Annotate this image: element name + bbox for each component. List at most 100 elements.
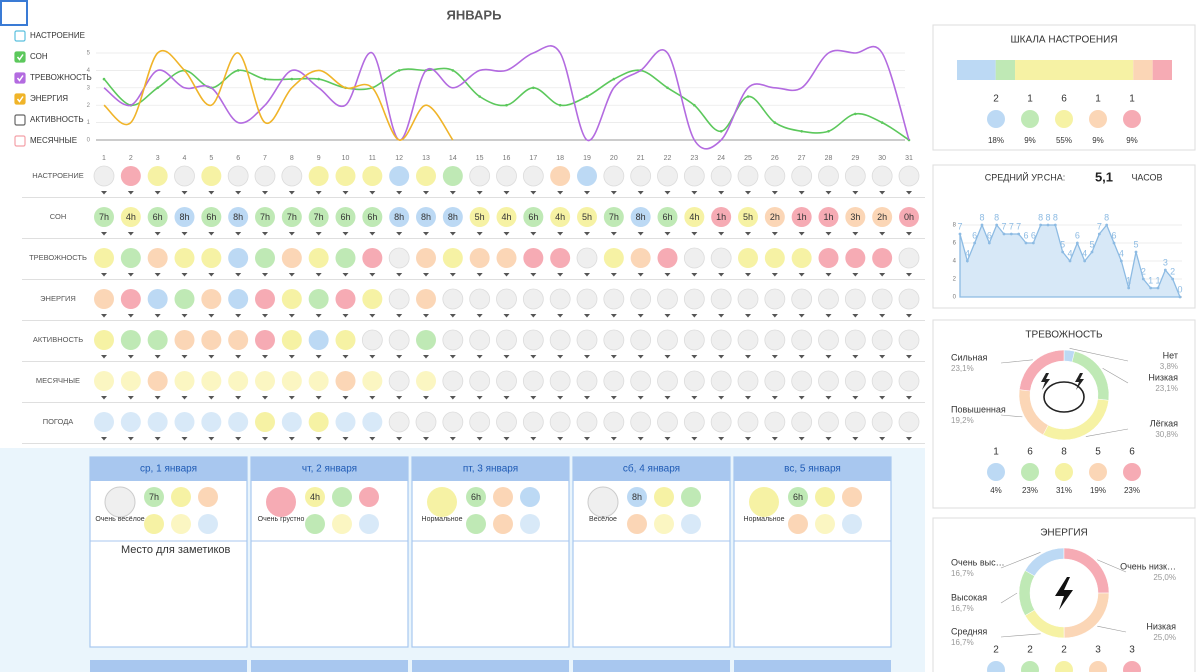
dropdown-arrow[interactable] bbox=[342, 355, 349, 359]
dropdown-arrow[interactable] bbox=[423, 355, 429, 359]
dropdown-arrow[interactable] bbox=[825, 232, 832, 236]
dropdown-arrow[interactable] bbox=[584, 273, 590, 277]
day-cell[interactable] bbox=[120, 166, 141, 186]
dropdown-arrow[interactable] bbox=[637, 355, 644, 359]
day-cell[interactable] bbox=[174, 165, 195, 187]
day-cell[interactable] bbox=[549, 411, 571, 433]
dropdown-arrow[interactable] bbox=[235, 273, 242, 277]
legend-checkbox[interactable] bbox=[14, 135, 26, 147]
dropdown-arrow[interactable] bbox=[664, 437, 671, 441]
dropdown-arrow[interactable] bbox=[127, 314, 134, 318]
dropdown-arrow[interactable] bbox=[610, 232, 617, 236]
dropdown-arrow[interactable] bbox=[288, 355, 295, 359]
dropdown-arrow[interactable] bbox=[396, 396, 403, 400]
dropdown-arrow[interactable] bbox=[342, 232, 349, 236]
dropdown-arrow[interactable] bbox=[101, 437, 107, 441]
day-cell[interactable] bbox=[818, 248, 839, 268]
day-cell[interactable] bbox=[844, 411, 866, 433]
day-cell[interactable] bbox=[657, 411, 678, 433]
dropdown-arrow[interactable] bbox=[557, 396, 564, 400]
day-cell[interactable] bbox=[764, 165, 786, 187]
dropdown-arrow[interactable] bbox=[449, 396, 456, 400]
day-cell[interactable] bbox=[201, 289, 222, 309]
dropdown-arrow[interactable] bbox=[637, 273, 644, 277]
day-cell[interactable] bbox=[335, 207, 356, 227]
dropdown-arrow[interactable] bbox=[315, 273, 322, 277]
dropdown-arrow[interactable] bbox=[530, 273, 537, 277]
dropdown-arrow[interactable] bbox=[154, 232, 161, 236]
dropdown-arrow[interactable] bbox=[154, 396, 161, 400]
day-cell[interactable] bbox=[201, 412, 222, 432]
day-cell[interactable] bbox=[576, 247, 598, 269]
dropdown-arrow[interactable] bbox=[610, 396, 617, 400]
day-cell[interactable] bbox=[711, 207, 732, 227]
day-cell[interactable] bbox=[442, 207, 463, 227]
dropdown-arrow[interactable] bbox=[771, 273, 778, 277]
day-cell[interactable] bbox=[228, 371, 249, 391]
day-cell[interactable] bbox=[416, 371, 436, 391]
dropdown-arrow[interactable] bbox=[584, 396, 590, 400]
dropdown-arrow[interactable] bbox=[664, 314, 671, 318]
dropdown-arrow[interactable] bbox=[288, 396, 295, 400]
day-cell[interactable] bbox=[147, 248, 168, 268]
dropdown-arrow[interactable] bbox=[288, 191, 295, 195]
day-cell[interactable] bbox=[603, 248, 624, 268]
day-cell[interactable] bbox=[281, 165, 303, 187]
day-cell[interactable] bbox=[147, 330, 168, 350]
dropdown-arrow[interactable] bbox=[906, 273, 912, 277]
day-cell[interactable] bbox=[496, 248, 517, 268]
dropdown-arrow[interactable] bbox=[852, 355, 859, 359]
dropdown-arrow[interactable] bbox=[771, 437, 778, 441]
day-cell[interactable] bbox=[469, 370, 491, 392]
day-cell[interactable] bbox=[93, 165, 115, 187]
dropdown-arrow[interactable] bbox=[745, 273, 751, 277]
day-cell[interactable] bbox=[576, 288, 598, 310]
day-cell[interactable] bbox=[94, 248, 114, 268]
day-cell[interactable] bbox=[523, 248, 544, 268]
dropdown-arrow[interactable] bbox=[208, 191, 215, 195]
day-cell[interactable] bbox=[710, 370, 732, 392]
dropdown-arrow[interactable] bbox=[101, 273, 107, 277]
day-cell[interactable] bbox=[737, 370, 759, 392]
dropdown-arrow[interactable] bbox=[503, 355, 510, 359]
dropdown-arrow[interactable] bbox=[476, 396, 483, 400]
day-cell[interactable] bbox=[523, 207, 544, 227]
dropdown-arrow[interactable] bbox=[342, 273, 349, 277]
day-cell[interactable] bbox=[657, 207, 678, 227]
dropdown-arrow[interactable] bbox=[771, 191, 778, 195]
day-cell[interactable] bbox=[442, 411, 464, 433]
day-cell[interactable] bbox=[764, 370, 786, 392]
dropdown-arrow[interactable] bbox=[423, 191, 429, 195]
dropdown-arrow[interactable] bbox=[181, 437, 188, 441]
dropdown-arrow[interactable] bbox=[906, 314, 912, 318]
day-cell[interactable] bbox=[120, 248, 141, 268]
day-cell[interactable] bbox=[764, 288, 786, 310]
day-cell[interactable] bbox=[255, 371, 275, 391]
day-cell[interactable] bbox=[255, 412, 275, 432]
dropdown-arrow[interactable] bbox=[503, 273, 510, 277]
dropdown-arrow[interactable] bbox=[879, 191, 886, 195]
day-cell[interactable] bbox=[120, 371, 141, 391]
day-cell[interactable] bbox=[603, 207, 624, 227]
dropdown-arrow[interactable] bbox=[852, 273, 859, 277]
dropdown-arrow[interactable] bbox=[262, 314, 268, 318]
day-cell[interactable] bbox=[255, 248, 275, 268]
dropdown-arrow[interactable] bbox=[154, 191, 161, 195]
day-cell[interactable] bbox=[898, 329, 920, 351]
day-cell[interactable] bbox=[308, 412, 329, 432]
day-cell[interactable] bbox=[255, 207, 275, 227]
dropdown-arrow[interactable] bbox=[825, 355, 832, 359]
dropdown-arrow[interactable] bbox=[906, 191, 912, 195]
dropdown-arrow[interactable] bbox=[315, 396, 322, 400]
day-cell[interactable] bbox=[764, 411, 786, 433]
day-cell[interactable] bbox=[872, 207, 893, 227]
dropdown-arrow[interactable] bbox=[181, 314, 188, 318]
dropdown-arrow[interactable] bbox=[208, 232, 215, 236]
day-cell[interactable] bbox=[630, 411, 652, 433]
dropdown-arrow[interactable] bbox=[476, 437, 483, 441]
dropdown-arrow[interactable] bbox=[342, 314, 349, 318]
day-cell[interactable] bbox=[738, 248, 758, 268]
dropdown-arrow[interactable] bbox=[262, 437, 268, 441]
dropdown-arrow[interactable] bbox=[557, 191, 564, 195]
dropdown-arrow[interactable] bbox=[288, 314, 295, 318]
